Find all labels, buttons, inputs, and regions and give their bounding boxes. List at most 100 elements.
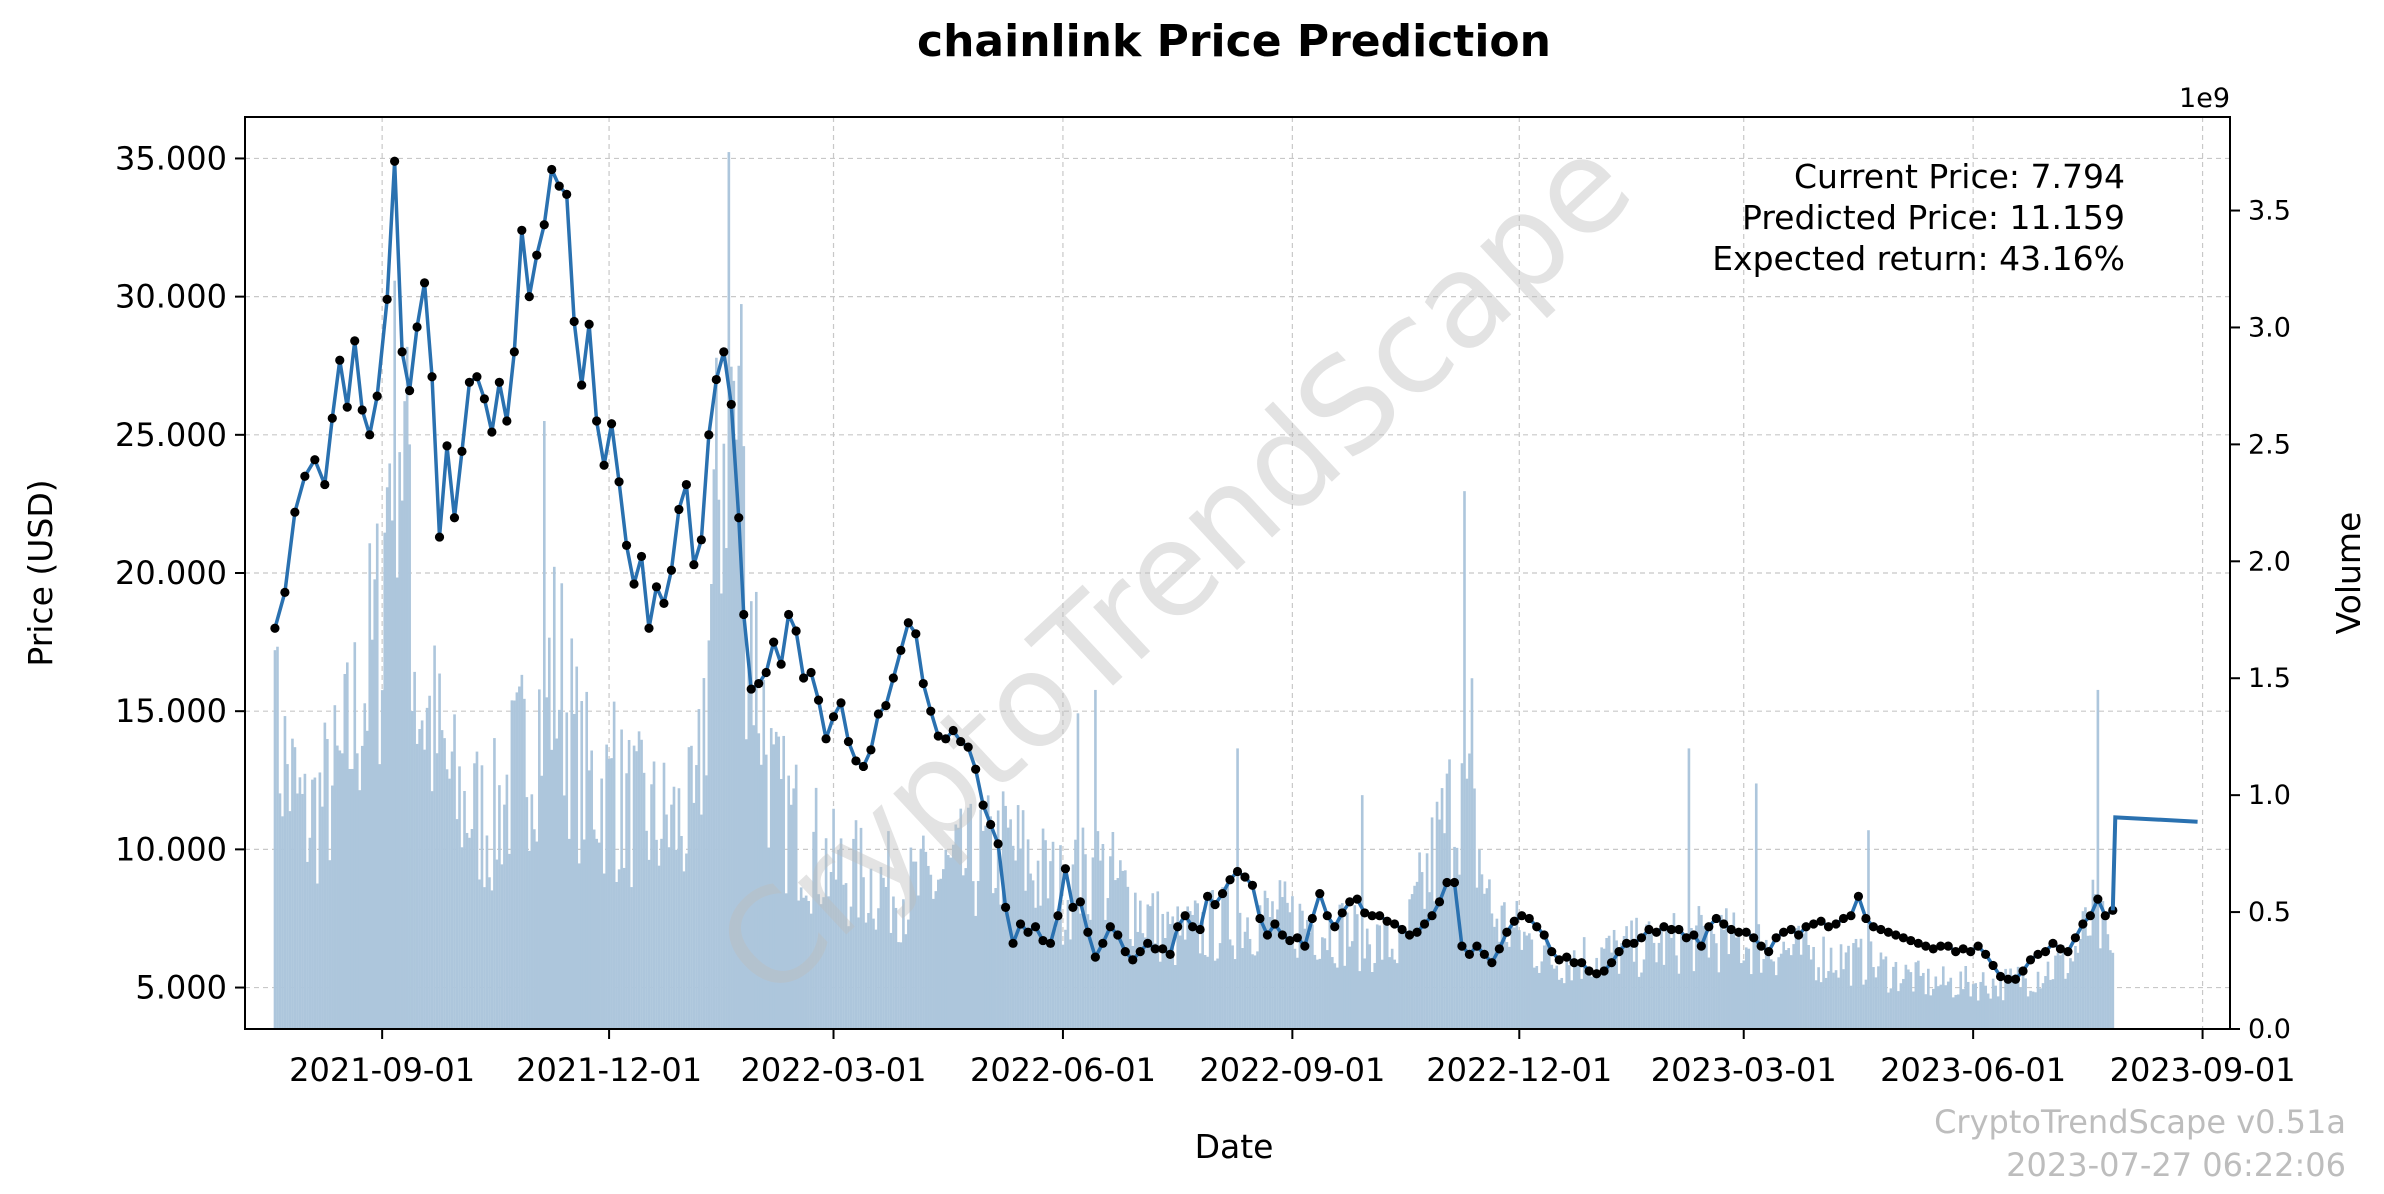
volume-bar <box>924 851 928 1029</box>
price-point <box>1756 941 1766 951</box>
price-point <box>1053 911 1063 921</box>
price-point <box>434 532 445 542</box>
volume-bar <box>1550 964 1554 1029</box>
volume-bar <box>577 863 581 1029</box>
volume-bar <box>927 865 930 1029</box>
volume-bar <box>757 733 761 1029</box>
volume-bar <box>774 731 778 1029</box>
volume-bar <box>1061 944 1065 1029</box>
x-axis: 2021-09-01 2021-12-01 2022-03-01 2022-06-01… <box>289 1029 2296 1089</box>
price-point <box>1487 958 1497 968</box>
price-point <box>1838 913 1849 924</box>
price-point <box>539 220 549 230</box>
volume-bar <box>542 421 546 1029</box>
volume-bar <box>1505 942 1509 1029</box>
volume-bar <box>1897 991 1900 1029</box>
volume-bar <box>1158 961 1162 1029</box>
volume-bar <box>1156 891 1160 1029</box>
volume-bar <box>423 749 426 1029</box>
price-point <box>599 460 609 470</box>
price-point <box>963 742 973 752</box>
volume-bar <box>1675 955 1678 1029</box>
volume-bar <box>2021 971 2025 1029</box>
price-point <box>327 413 337 423</box>
volume-bar <box>1101 844 1105 1029</box>
volume-bar <box>1555 965 1559 1029</box>
volume-bar <box>523 698 526 1029</box>
volume-bar <box>1303 928 1307 1029</box>
volume-bar <box>752 725 756 1029</box>
volume-bar <box>710 584 713 1029</box>
volume-bar <box>1163 937 1167 1029</box>
price-point <box>577 380 587 390</box>
volume-bar <box>600 778 603 1029</box>
price-point <box>606 419 617 429</box>
volume-bar <box>1585 968 1588 1029</box>
price-series <box>270 156 2118 984</box>
volume-bar <box>1597 971 1601 1029</box>
volume-bar <box>1627 944 1631 1029</box>
price-point <box>1771 933 1781 943</box>
price-point <box>621 540 632 550</box>
volume-bar <box>445 769 449 1029</box>
price-point <box>659 598 669 609</box>
volume-bar <box>1974 983 1978 1029</box>
volume-bar <box>1206 956 1209 1029</box>
volume-bar <box>1233 959 1237 1029</box>
volume-bar <box>1106 898 1110 1029</box>
volume-bar <box>1652 942 1656 1029</box>
volume-bar <box>405 346 409 1029</box>
volume-bar <box>1867 830 1870 1029</box>
price-point <box>636 551 647 562</box>
volume-bar <box>293 747 297 1029</box>
price-point <box>1509 916 1519 926</box>
volume-bar <box>1959 971 1963 1029</box>
price-point <box>1479 949 1489 959</box>
volume-bar <box>443 738 446 1029</box>
volume-bar <box>1006 827 1010 1029</box>
volume-bar <box>1143 937 1147 1029</box>
price-point <box>1068 902 1078 913</box>
volume-bar <box>1742 960 1746 1029</box>
volume-bar <box>1173 965 1177 1029</box>
predicted-price-label: Predicted Price: 11.159 <box>1742 198 2125 237</box>
volume-bar <box>1954 994 1958 1029</box>
volume-bar <box>1612 929 1616 1029</box>
volume-bar <box>458 766 461 1029</box>
volume-bar <box>971 881 975 1029</box>
volume-bar <box>1069 939 1072 1029</box>
price-point <box>1098 938 1108 948</box>
volume-bar <box>1600 947 1603 1029</box>
price-point <box>1621 938 1632 948</box>
price-point <box>1315 888 1325 899</box>
x-tick-label: 2021-09-01 <box>289 1051 475 1089</box>
volume-bar <box>1749 974 1753 1029</box>
volume-bar <box>732 380 736 1030</box>
volume-bar <box>2009 968 2012 1029</box>
volume-bar <box>1949 977 1953 1029</box>
volume-bar <box>1218 943 1222 1029</box>
volume-bar <box>473 763 476 1029</box>
volume-bar <box>1857 947 1860 1029</box>
volume-bar <box>375 523 379 1029</box>
volume-bar <box>1313 954 1317 1029</box>
volume-bar <box>306 861 309 1029</box>
volume-bar <box>842 884 845 1029</box>
volume-bar <box>1161 913 1165 1029</box>
volume-bar <box>1777 957 1781 1029</box>
price-point <box>1255 913 1265 924</box>
volume-bar <box>1455 847 1459 1029</box>
volume-bar <box>460 847 464 1029</box>
volume-bar <box>1363 958 1367 1029</box>
volume-bar <box>742 446 746 1030</box>
volume-bar <box>2001 1000 2005 1029</box>
volume-bar <box>759 764 763 1029</box>
volume-bar <box>1769 959 1773 1029</box>
volume-bar <box>1323 938 1327 1029</box>
price-point <box>554 181 564 191</box>
volume-bar <box>627 739 631 1029</box>
volume-bar <box>1705 933 1708 1029</box>
price-point <box>1995 971 2006 982</box>
price-point <box>1285 935 1295 946</box>
volume-bar <box>1787 948 1790 1029</box>
